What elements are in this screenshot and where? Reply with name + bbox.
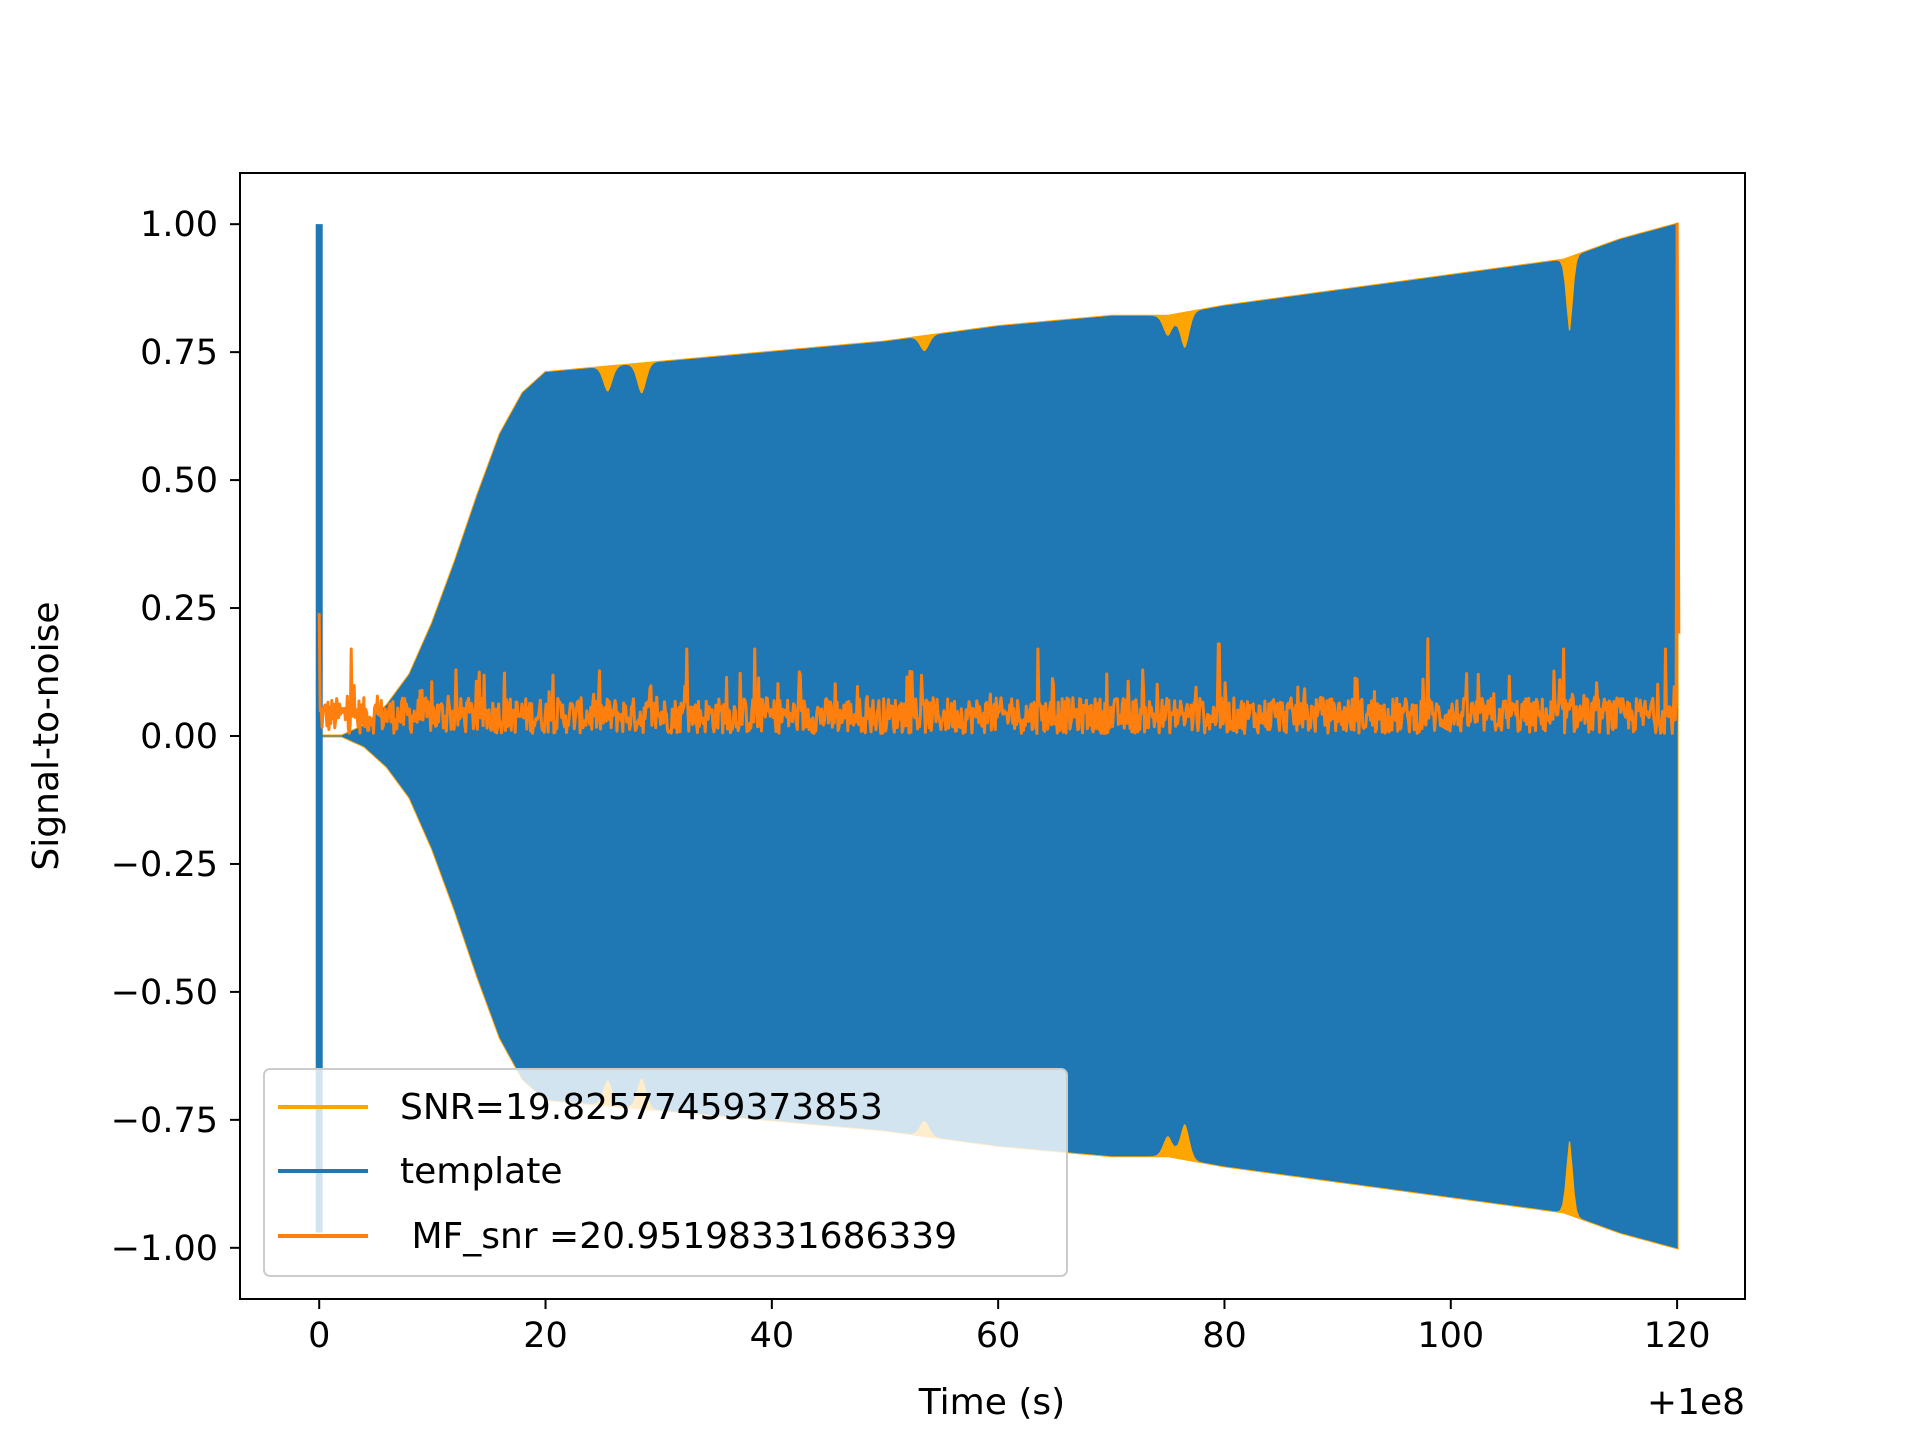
y-tick-label: 1.00 <box>140 205 218 245</box>
x-tick-label: 40 <box>750 1316 795 1356</box>
legend-label-template: template <box>400 1151 563 1192</box>
legend-label-snr: SNR=19.82577459373853 <box>400 1087 883 1128</box>
x-axis: 0 20 40 60 80 100 120 <box>308 1299 1711 1356</box>
legend: SNR=19.82577459373853 template MF_snr =2… <box>263 1068 1068 1277</box>
y-tick-label: −0.75 <box>111 1101 218 1141</box>
x-offset-label: +1e8 <box>1647 1382 1745 1423</box>
x-tick-label: 80 <box>1202 1316 1247 1356</box>
x-tick-label: 100 <box>1417 1316 1484 1356</box>
x-tick-label: 60 <box>976 1316 1021 1356</box>
y-axis: 1.00 0.75 0.50 0.25 0.00 −0.25 −0.50 −0.75 −1.00 <box>111 205 240 1269</box>
x-tick-label: 120 <box>1644 1316 1711 1356</box>
y-tick-label: 0.00 <box>140 717 218 757</box>
y-tick-label: 0.75 <box>140 333 218 373</box>
legend-label-mf-snr: MF_snr =20.95198331686339 <box>400 1216 957 1257</box>
y-tick-label: −0.25 <box>111 845 218 885</box>
x-tick-label: 0 <box>308 1316 330 1356</box>
y-tick-label: 0.25 <box>140 589 218 629</box>
y-tick-label: −1.00 <box>111 1229 218 1269</box>
y-tick-label: −0.50 <box>111 973 218 1013</box>
series-mf-snr-line <box>317 222 1681 735</box>
x-axis-label: Time (s) <box>918 1382 1065 1423</box>
y-tick-label: 0.50 <box>140 461 218 501</box>
y-axis-label: Signal-to-noise <box>26 601 67 870</box>
x-tick-label: 20 <box>523 1316 568 1356</box>
legend-box <box>263 1068 1068 1277</box>
series-layer <box>315 222 1681 1250</box>
